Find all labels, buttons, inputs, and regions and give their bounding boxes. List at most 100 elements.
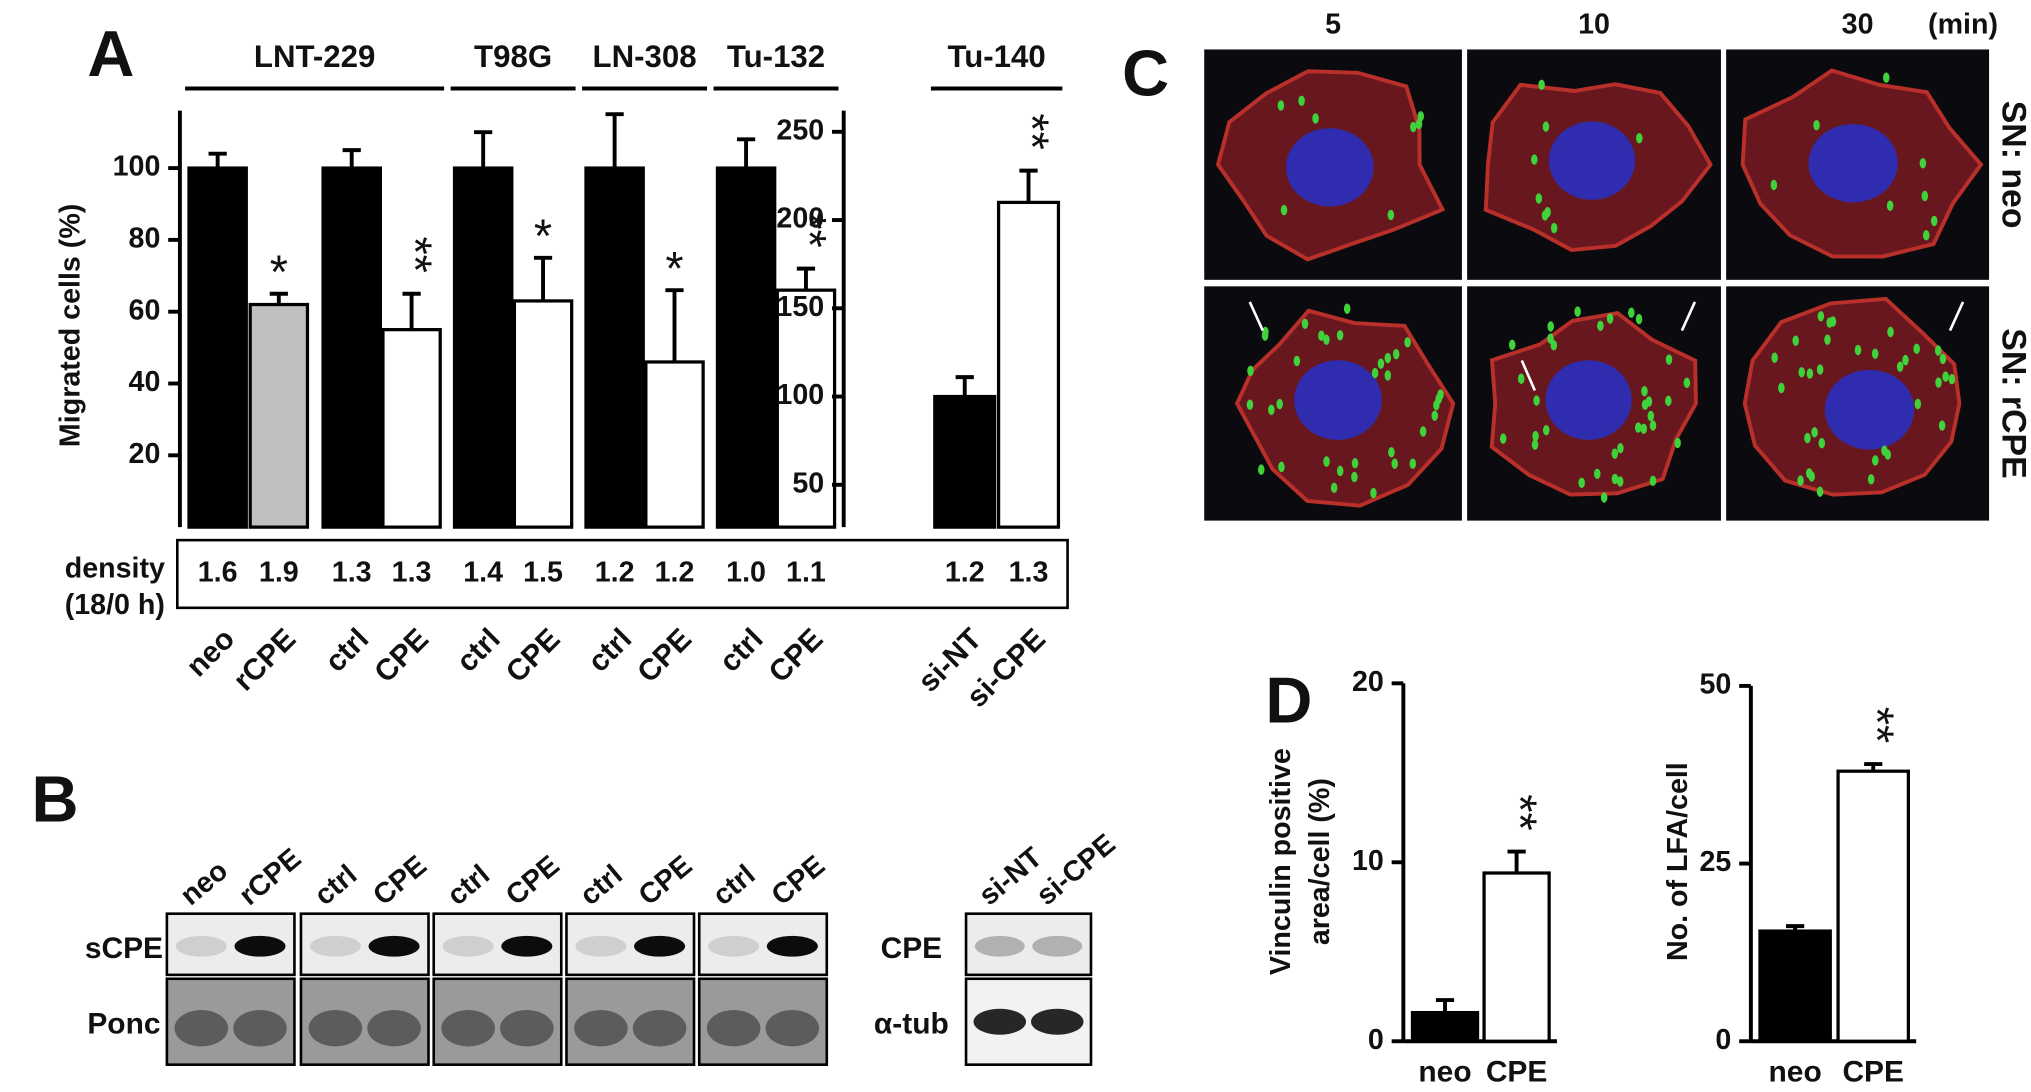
- adhesion: [1883, 72, 1890, 83]
- blot-band: [974, 935, 1025, 957]
- adhesion: [1351, 471, 1358, 483]
- bar: [248, 302, 310, 529]
- adhesion: [1797, 475, 1804, 486]
- adhesion: [1550, 222, 1558, 234]
- density-value: 1.3: [332, 557, 372, 589]
- x-tick-label: CPE: [631, 622, 698, 689]
- blot-band: [175, 935, 227, 957]
- bar: [1482, 871, 1551, 1043]
- adhesion: [1508, 339, 1516, 351]
- x-tick-label: neo: [1769, 1056, 1822, 1089]
- blot-band: [368, 935, 420, 957]
- lane-label: ctrl: [309, 859, 364, 912]
- blot-band: [765, 1010, 820, 1047]
- nucleus: [1545, 360, 1632, 440]
- lane-label: CPE: [766, 849, 832, 911]
- row-label: CPE: [881, 932, 943, 965]
- adhesion: [1594, 468, 1601, 480]
- lane-label: CPE: [367, 849, 433, 911]
- significance: *: [270, 246, 288, 298]
- x-tick-label: ctrl: [319, 622, 375, 678]
- nucleus: [1808, 124, 1898, 203]
- significance: **: [1494, 794, 1546, 830]
- adhesion: [1896, 361, 1904, 372]
- density-label: (18/0 h): [65, 589, 165, 621]
- x-tick-label: ctrl: [713, 622, 769, 678]
- adhesion: [1384, 370, 1392, 381]
- adhesion: [1437, 389, 1444, 400]
- blot-band: [441, 1010, 495, 1047]
- adhesion: [1887, 326, 1894, 338]
- x-tick-label: CPE: [763, 622, 830, 689]
- significance: **: [389, 236, 441, 272]
- y-tick-label: 50: [1700, 668, 1732, 700]
- significance: **: [784, 211, 836, 247]
- arrow: [1948, 301, 1965, 332]
- blot-band: [309, 935, 361, 957]
- blot-band: [367, 1010, 421, 1047]
- adhesion: [1330, 482, 1338, 494]
- y-tick-label: 20: [1352, 666, 1384, 698]
- time-label: 30: [1842, 9, 1874, 41]
- adhesion: [1301, 318, 1309, 330]
- adhesion: [1811, 427, 1818, 438]
- adhesion: [1649, 475, 1657, 487]
- blot-band: [1032, 935, 1083, 957]
- adhesion: [1942, 371, 1949, 382]
- adhesion: [1336, 330, 1344, 341]
- adhesion: [1431, 410, 1439, 421]
- bar: [584, 166, 645, 529]
- row-label: SN: rCPE: [1994, 328, 2031, 478]
- adhesion: [1871, 348, 1879, 359]
- panel-label: C: [1122, 36, 1169, 109]
- panel-label: B: [31, 763, 78, 836]
- blot-band: [1031, 1008, 1084, 1035]
- blot-band: [973, 1008, 1027, 1035]
- bar: [321, 166, 382, 529]
- adhesion: [1919, 158, 1927, 169]
- lane-label: ctrl: [441, 859, 496, 912]
- adhesion: [1370, 487, 1377, 499]
- significance: **: [1006, 113, 1058, 149]
- adhesion: [1277, 100, 1285, 111]
- bar: [187, 166, 248, 529]
- blot-band: [634, 935, 686, 957]
- adhesion: [1387, 209, 1395, 221]
- adhesion: [1261, 330, 1269, 341]
- adhesion: [1641, 399, 1649, 410]
- adhesion: [1417, 111, 1425, 122]
- adhesion: [1778, 382, 1785, 394]
- group-label: T98G: [474, 39, 552, 74]
- blot-band: [575, 935, 627, 957]
- adhesion: [1246, 399, 1254, 410]
- adhesion: [1298, 95, 1305, 106]
- significance: **: [1851, 707, 1903, 743]
- blot-top: [299, 912, 430, 977]
- adhesion: [1611, 473, 1619, 485]
- bar: [1410, 1010, 1480, 1043]
- time-unit: (min): [1928, 9, 1998, 41]
- density-value: 1.1: [786, 557, 826, 589]
- y-tick-label: 80: [129, 222, 161, 254]
- adhesion: [1600, 492, 1608, 503]
- density-value: 1.2: [595, 557, 635, 589]
- adhesion: [1808, 471, 1815, 482]
- lane-label: CPE: [500, 849, 566, 911]
- y-axis-label: No. of LFA/cell: [1662, 762, 1694, 961]
- time-label: 10: [1578, 9, 1610, 41]
- row-label: Ponc: [87, 1008, 160, 1041]
- y-tick-label: 0: [1715, 1024, 1731, 1056]
- adhesion: [1665, 395, 1672, 407]
- adhesion: [1388, 447, 1395, 458]
- panel-label: D: [1265, 664, 1312, 737]
- adhesion: [1542, 424, 1550, 436]
- adhesion: [1410, 121, 1417, 133]
- adhesion: [1542, 121, 1550, 132]
- adhesion: [1258, 464, 1265, 475]
- lane-label: CPE: [633, 849, 699, 911]
- adhesion: [1921, 190, 1929, 202]
- adhesion: [1547, 333, 1554, 344]
- adhesion: [1616, 476, 1624, 487]
- bar: [933, 394, 997, 529]
